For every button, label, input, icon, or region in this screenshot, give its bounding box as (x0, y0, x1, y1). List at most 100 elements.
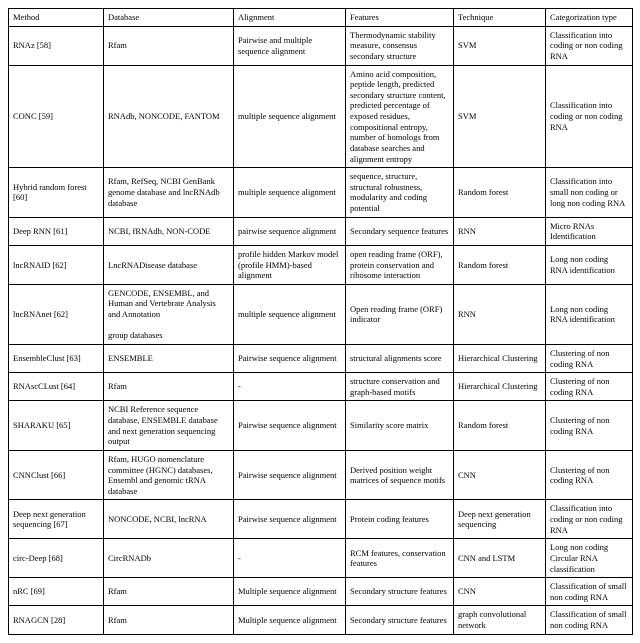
cell-categorization: Clustering of non coding RNA (546, 373, 633, 401)
table-row: nRC [69]RfamMultiple sequence alignmentS… (9, 578, 633, 606)
cell-alignment: profile hidden Markov model (profile HMM… (234, 245, 346, 284)
cell-technique: SVM (454, 65, 546, 168)
cell-method: lncRNAID [62] (9, 245, 104, 284)
cell-categorization: Classification into coding or non coding… (546, 26, 633, 65)
cell-features: Amino acid composition, peptide length, … (346, 65, 454, 168)
cell-database: Rfam (104, 578, 234, 606)
cell-technique: Random forest (454, 401, 546, 451)
cell-method: CONC [59] (9, 65, 104, 168)
cell-categorization: Clustering of non coding RNA (546, 401, 633, 451)
cell-features: RCM features, conservation features (346, 539, 454, 578)
cell-database: Rfam (104, 373, 234, 401)
table-row: Deep RNN [61]NCBI, fRNAdb, NON-CODEpairw… (9, 217, 633, 245)
cell-categorization: Clustering of non coding RNA (546, 344, 633, 372)
cell-method: CNNClust [66] (9, 450, 104, 500)
cell-method: circ-Deep [68] (9, 539, 104, 578)
table-row: circ-Deep [68]CircRNADb-RCM features, co… (9, 539, 633, 578)
cell-features: open reading frame (ORF), protein conser… (346, 245, 454, 284)
col-database: Database (104, 9, 234, 27)
cell-features: Derived position weight matrices of sequ… (346, 450, 454, 500)
cell-technique: Deep next generation sequencing (454, 500, 546, 539)
cell-features: Open reading frame (ORF) indicator (346, 284, 454, 344)
cell-database: NCBI Reference sequence database, ENSEMB… (104, 401, 234, 451)
cell-categorization: Long non coding RNA identification (546, 245, 633, 284)
table-row: Deep next generation sequencing [67]NONC… (9, 500, 633, 539)
cell-technique: Random forest (454, 168, 546, 218)
cell-alignment: Pairwise sequence alignment (234, 450, 346, 500)
cell-database: Rfam, HUGO nomenclature committee (HGNC)… (104, 450, 234, 500)
cell-technique: CNN (454, 450, 546, 500)
cell-technique: SVM (454, 26, 546, 65)
cell-features: Secondary sequence features (346, 217, 454, 245)
cell-technique: CNN (454, 578, 546, 606)
cell-database: RNAdb, NONCODE, FANTOM (104, 65, 234, 168)
cell-alignment: multiple sequence alignment (234, 65, 346, 168)
cell-database: Rfam (104, 26, 234, 65)
cell-categorization: Classification into coding or non coding… (546, 500, 633, 539)
cell-method: EnsembleClust [63] (9, 344, 104, 372)
cell-categorization: Long non coding RNA identification (546, 284, 633, 344)
cell-alignment: - (234, 373, 346, 401)
table-row: EnsembleClust [63]ENSEMBLEPairwise seque… (9, 344, 633, 372)
cell-alignment: multiple sequence alignment (234, 284, 346, 344)
cell-technique: RNN (454, 284, 546, 344)
cell-features: Secondary structure features (346, 606, 454, 634)
col-features: Features (346, 9, 454, 27)
table-row: CONC [59]RNAdb, NONCODE, FANTOMmultiple … (9, 65, 633, 168)
cell-categorization: Classification of small non coding RNA (546, 578, 633, 606)
table-body: RNAz [58]RfamPairwise and multiple seque… (9, 26, 633, 634)
table-row: lncRNAID [62]LncRNADisease databaseprofi… (9, 245, 633, 284)
cell-features: Secondary structure features (346, 578, 454, 606)
cell-technique: Hierarchical Clustering (454, 344, 546, 372)
col-technique: Technique (454, 9, 546, 27)
cell-alignment: multiple sequence alignment (234, 168, 346, 218)
cell-database: LncRNADisease database (104, 245, 234, 284)
cell-alignment: Pairwise sequence alignment (234, 401, 346, 451)
cell-categorization: Classification of small non coding RNA (546, 606, 633, 634)
table-row: RNAz [58]RfamPairwise and multiple seque… (9, 26, 633, 65)
table-row: RNAscCLust [64]Rfam-structure conservati… (9, 373, 633, 401)
cell-categorization: Long non coding Circular RNA classificat… (546, 539, 633, 578)
col-categorization: Categorization type (546, 9, 633, 27)
cell-features: Protein coding features (346, 500, 454, 539)
cell-features: structure conservation and graph-based m… (346, 373, 454, 401)
table-row: RNAGCN [28]RfamMultiple sequence alignme… (9, 606, 633, 634)
cell-categorization: Micro RNAs Identification (546, 217, 633, 245)
cell-method: Hybrid random forest [60] (9, 168, 104, 218)
table-header-row: Method Database Alignment Features Techn… (9, 9, 633, 27)
cell-database: NONCODE, NCBI, lncRNA (104, 500, 234, 539)
cell-categorization: Classification into coding or non coding… (546, 65, 633, 168)
cell-alignment: Pairwise and multiple sequence alignment (234, 26, 346, 65)
cell-database: CircRNADb (104, 539, 234, 578)
cell-technique: RNN (454, 217, 546, 245)
cell-method: Deep RNN [61] (9, 217, 104, 245)
cell-alignment: Multiple sequence alignment (234, 606, 346, 634)
cell-features: structural alignments score (346, 344, 454, 372)
cell-method: RNAscCLust [64] (9, 373, 104, 401)
cell-alignment: Pairwise sequence alignment (234, 500, 346, 539)
cell-features: sequence, structure, structural robustne… (346, 168, 454, 218)
cell-method: RNAGCN [28] (9, 606, 104, 634)
cell-method: nRC [69] (9, 578, 104, 606)
cell-method: lncRNAnet [62] (9, 284, 104, 344)
cell-alignment: pairwise sequence alignment (234, 217, 346, 245)
cell-alignment: Multiple sequence alignment (234, 578, 346, 606)
cell-alignment: Pairwise sequence alignment (234, 344, 346, 372)
table-row: lncRNAnet [62]GENCODE, ENSEMBL, and Huma… (9, 284, 633, 344)
table-row: SHARAKU [65]NCBI Reference sequence data… (9, 401, 633, 451)
cell-alignment: - (234, 539, 346, 578)
cell-technique: Random forest (454, 245, 546, 284)
table-row: Hybrid random forest [60]Rfam, RefSeq, N… (9, 168, 633, 218)
cell-database: ENSEMBLE (104, 344, 234, 372)
table-row: CNNClust [66]Rfam, HUGO nomenclature com… (9, 450, 633, 500)
cell-categorization: Clustering of non coding RNA (546, 450, 633, 500)
col-method: Method (9, 9, 104, 27)
cell-technique: CNN and LSTM (454, 539, 546, 578)
cell-features: Similarity score matrix (346, 401, 454, 451)
cell-method: SHARAKU [65] (9, 401, 104, 451)
rna-methods-table: Method Database Alignment Features Techn… (8, 8, 633, 635)
cell-database: Rfam (104, 606, 234, 634)
cell-method: Deep next generation sequencing [67] (9, 500, 104, 539)
cell-categorization: Classification into small non coding or … (546, 168, 633, 218)
cell-database: NCBI, fRNAdb, NON-CODE (104, 217, 234, 245)
